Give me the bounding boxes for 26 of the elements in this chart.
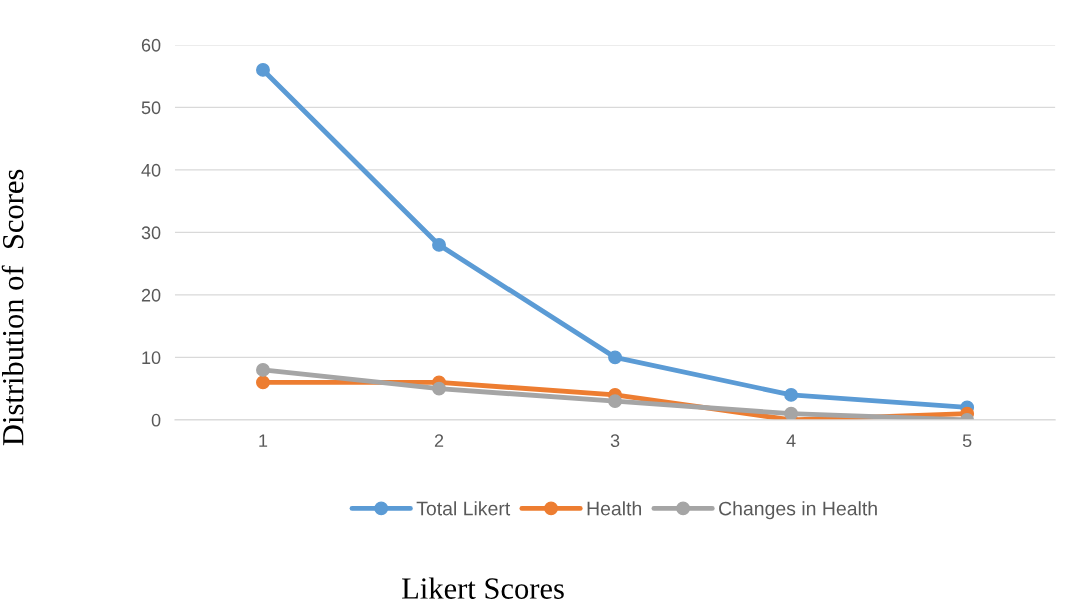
y-axis-title: Distribution of Scores — [1, 169, 24, 446]
y-tick-label: 60 — [141, 38, 161, 52]
y-tick-label: 30 — [141, 226, 161, 240]
point — [256, 375, 270, 390]
point — [432, 237, 446, 252]
point — [608, 394, 623, 409]
x-tick-label: 3 — [610, 434, 620, 448]
y-tick-label: 10 — [142, 351, 161, 365]
legend-label: Changes in Health — [719, 501, 877, 520]
y-tick-label: 0 — [151, 413, 161, 427]
legend-label: Health — [587, 501, 642, 516]
y-tick-label: 50 — [141, 101, 161, 115]
point — [608, 350, 623, 365]
legend-label: Total Likert — [416, 501, 511, 516]
point — [432, 381, 446, 396]
y-tick-label: 40 — [141, 163, 161, 177]
y-tick-label: 20 — [141, 288, 161, 302]
point — [256, 62, 270, 77]
point — [784, 406, 799, 420]
point — [256, 362, 270, 377]
x-tick-label: 5 — [962, 434, 972, 448]
point — [784, 387, 799, 402]
x-axis-title: Likert Scores — [402, 577, 564, 599]
x-tick-label: 1 — [259, 434, 268, 447]
x-tick-label: 2 — [434, 434, 444, 447]
x-tick-label: 4 — [786, 434, 796, 447]
